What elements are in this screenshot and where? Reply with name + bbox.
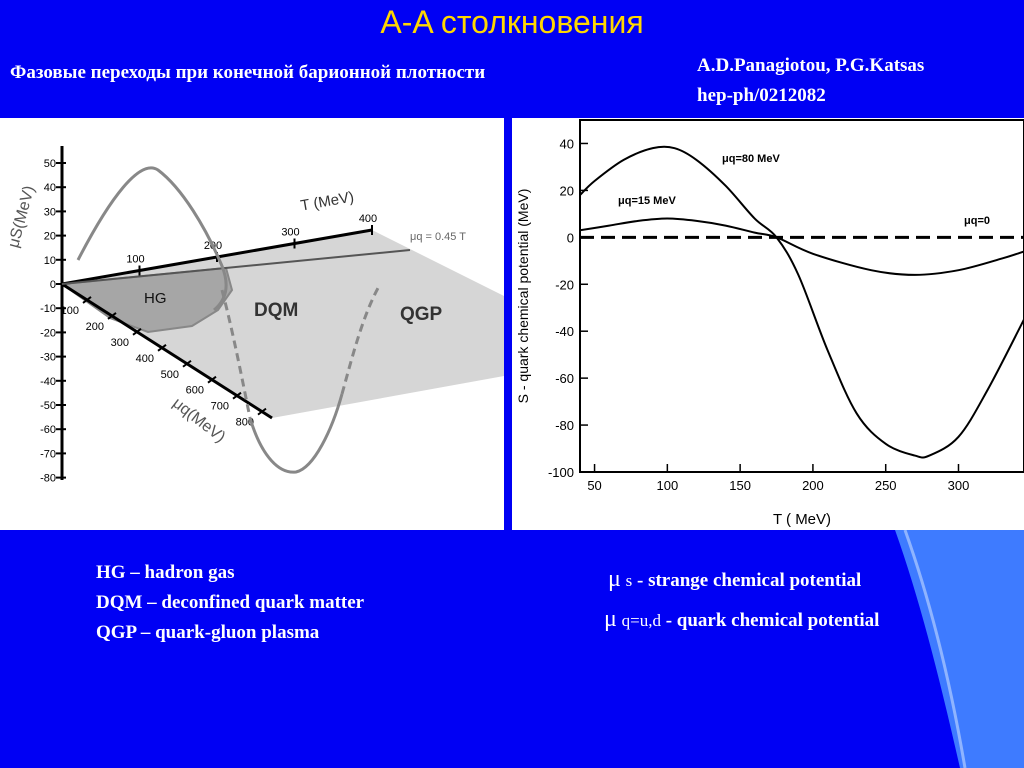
muq-tick (182, 359, 192, 368)
muq-tick (232, 391, 242, 400)
series-label-15: μq=15 MeV (618, 195, 676, 207)
y-tick-label: -20 (555, 277, 574, 292)
mu-symbol: μ (604, 606, 617, 632)
definition-text: - strange chemical potential (637, 570, 862, 591)
muq-tick-label: 100 (61, 305, 79, 317)
definition-mus: μ s - strange chemical potential (608, 566, 861, 593)
muq-tick-label: 300 (111, 337, 129, 349)
region-qgp: QGP (400, 304, 443, 325)
muq-tick (157, 344, 167, 352)
plot-frame (579, 119, 1024, 473)
series-lines (580, 145, 1024, 459)
x-axis-ticks: 50 100 150 200 250 300 (587, 464, 969, 493)
series-line-0 (580, 145, 1024, 459)
mus-curve-upper (76, 166, 228, 312)
muq-tick-label: 600 (186, 385, 204, 397)
muq-tick (132, 328, 142, 336)
y-tick-label: -80 (555, 418, 574, 433)
strange-potential-panel: 50 100 150 200 250 300 40 20 0 -20 -40 -60 -80 -100 … (512, 118, 1024, 530)
muq-tick (257, 407, 267, 416)
y-axis-label: μS(MeV) (5, 184, 38, 250)
region-hg: HG (144, 290, 167, 307)
y-tick-label: -60 (40, 424, 56, 436)
strange-potential-chart: 50 100 150 200 250 300 40200-20-40-60-80-100 … (515, 119, 1024, 528)
y-tick-label: 40 (560, 136, 574, 151)
authors: A.D.Panagiotou, P.G.Katsas (697, 55, 925, 76)
series-label-0: μq=0 (964, 215, 990, 227)
mu-subscript: q=u,d (621, 611, 661, 630)
mus-curve-dashed (220, 289, 252, 419)
y-tick-label: -30 (40, 352, 56, 364)
muq-tick (107, 312, 117, 320)
y-axis-ticks: 50 40 30 20 10 0 -10 -20 -30 -40 -50 -60 -70 -80 (40, 158, 66, 485)
y-tick-label: -40 (555, 324, 574, 339)
y-axis-ticks: 40 20 0 -20 -40 -60 -80 -100 (548, 136, 588, 480)
legend-hg: HG – hadron gas (96, 562, 235, 583)
muq-tick-label: 200 (86, 321, 104, 333)
y-tick-label: -40 (40, 376, 56, 388)
muq-tick-label: 700 (211, 401, 229, 413)
y-tick-label: -60 (555, 371, 574, 386)
slide-subtitle: Фазовые переходы при конечной барионной … (10, 62, 486, 83)
y-tick-label: -80 (40, 473, 56, 485)
x-tick-label: 250 (875, 478, 897, 493)
series-label-80: μq=80 MeV (722, 153, 780, 165)
y-tick-label: 50 (44, 158, 56, 170)
series-line-1 (580, 217, 1024, 276)
slide-title: A-A столкновения (380, 4, 644, 40)
x-axis-label: T ( MeV) (773, 511, 831, 528)
definition-text: - quark chemical potential (665, 610, 880, 631)
x-tick-label: 150 (729, 478, 751, 493)
muq-tick (207, 375, 217, 384)
y-tick-label: -50 (40, 400, 56, 412)
x-tick-label: 100 (656, 478, 678, 493)
muq-tick (82, 296, 92, 304)
t-tick-label: 100 (126, 254, 144, 266)
x-tick-label: 50 (587, 478, 601, 493)
mu-subscript: s (625, 571, 633, 590)
y-tick-label: -70 (40, 448, 56, 460)
t-axis-label: T (MeV) (299, 189, 355, 215)
phase-diagram-panel: 50 40 30 20 10 0 -10 -20 -30 -40 -50 -60 -70 -80 μS(M… (0, 118, 504, 530)
reference: hep-ph/0212082 (697, 85, 826, 106)
t-tick-label: 400 (359, 213, 377, 225)
muq-045T-line (61, 249, 411, 285)
y-tick-label: -20 (40, 327, 56, 339)
muq-tick-label: 500 (161, 369, 179, 381)
y-tick-label: 0 (567, 230, 574, 245)
y-tick-label: 40 (44, 182, 56, 194)
y-tick-label: 20 (44, 231, 56, 243)
muq-045T-label: μq = 0.45 T (410, 231, 466, 243)
mus-curve-dashed-up (340, 287, 380, 395)
legend-qgp: QGP – quark-gluon plasma (96, 622, 320, 643)
t-tick-label: 300 (281, 227, 299, 239)
legend-dqm: DQM – deconfined quark matter (96, 592, 365, 613)
y-tick-label: 10 (44, 255, 56, 267)
y-tick-label: -10 (40, 303, 56, 315)
mu-symbol: μ (608, 566, 621, 592)
region-dqm: DQM (254, 300, 298, 321)
x-tick-label: 200 (802, 478, 824, 493)
x-tick-label: 300 (948, 478, 970, 493)
y-axis-label: S - quark chemical potential (MeV) (515, 189, 531, 404)
y-tick-label: 30 (44, 206, 56, 218)
muq-tick-label: 400 (136, 353, 154, 365)
y-tick-label: -100 (548, 465, 574, 480)
y-tick-label: 20 (560, 183, 574, 198)
definition-muq: μ q=u,d - quark chemical potential (604, 606, 879, 633)
mus-curve-lower (248, 393, 344, 474)
y-tick-label: 0 (50, 279, 56, 291)
